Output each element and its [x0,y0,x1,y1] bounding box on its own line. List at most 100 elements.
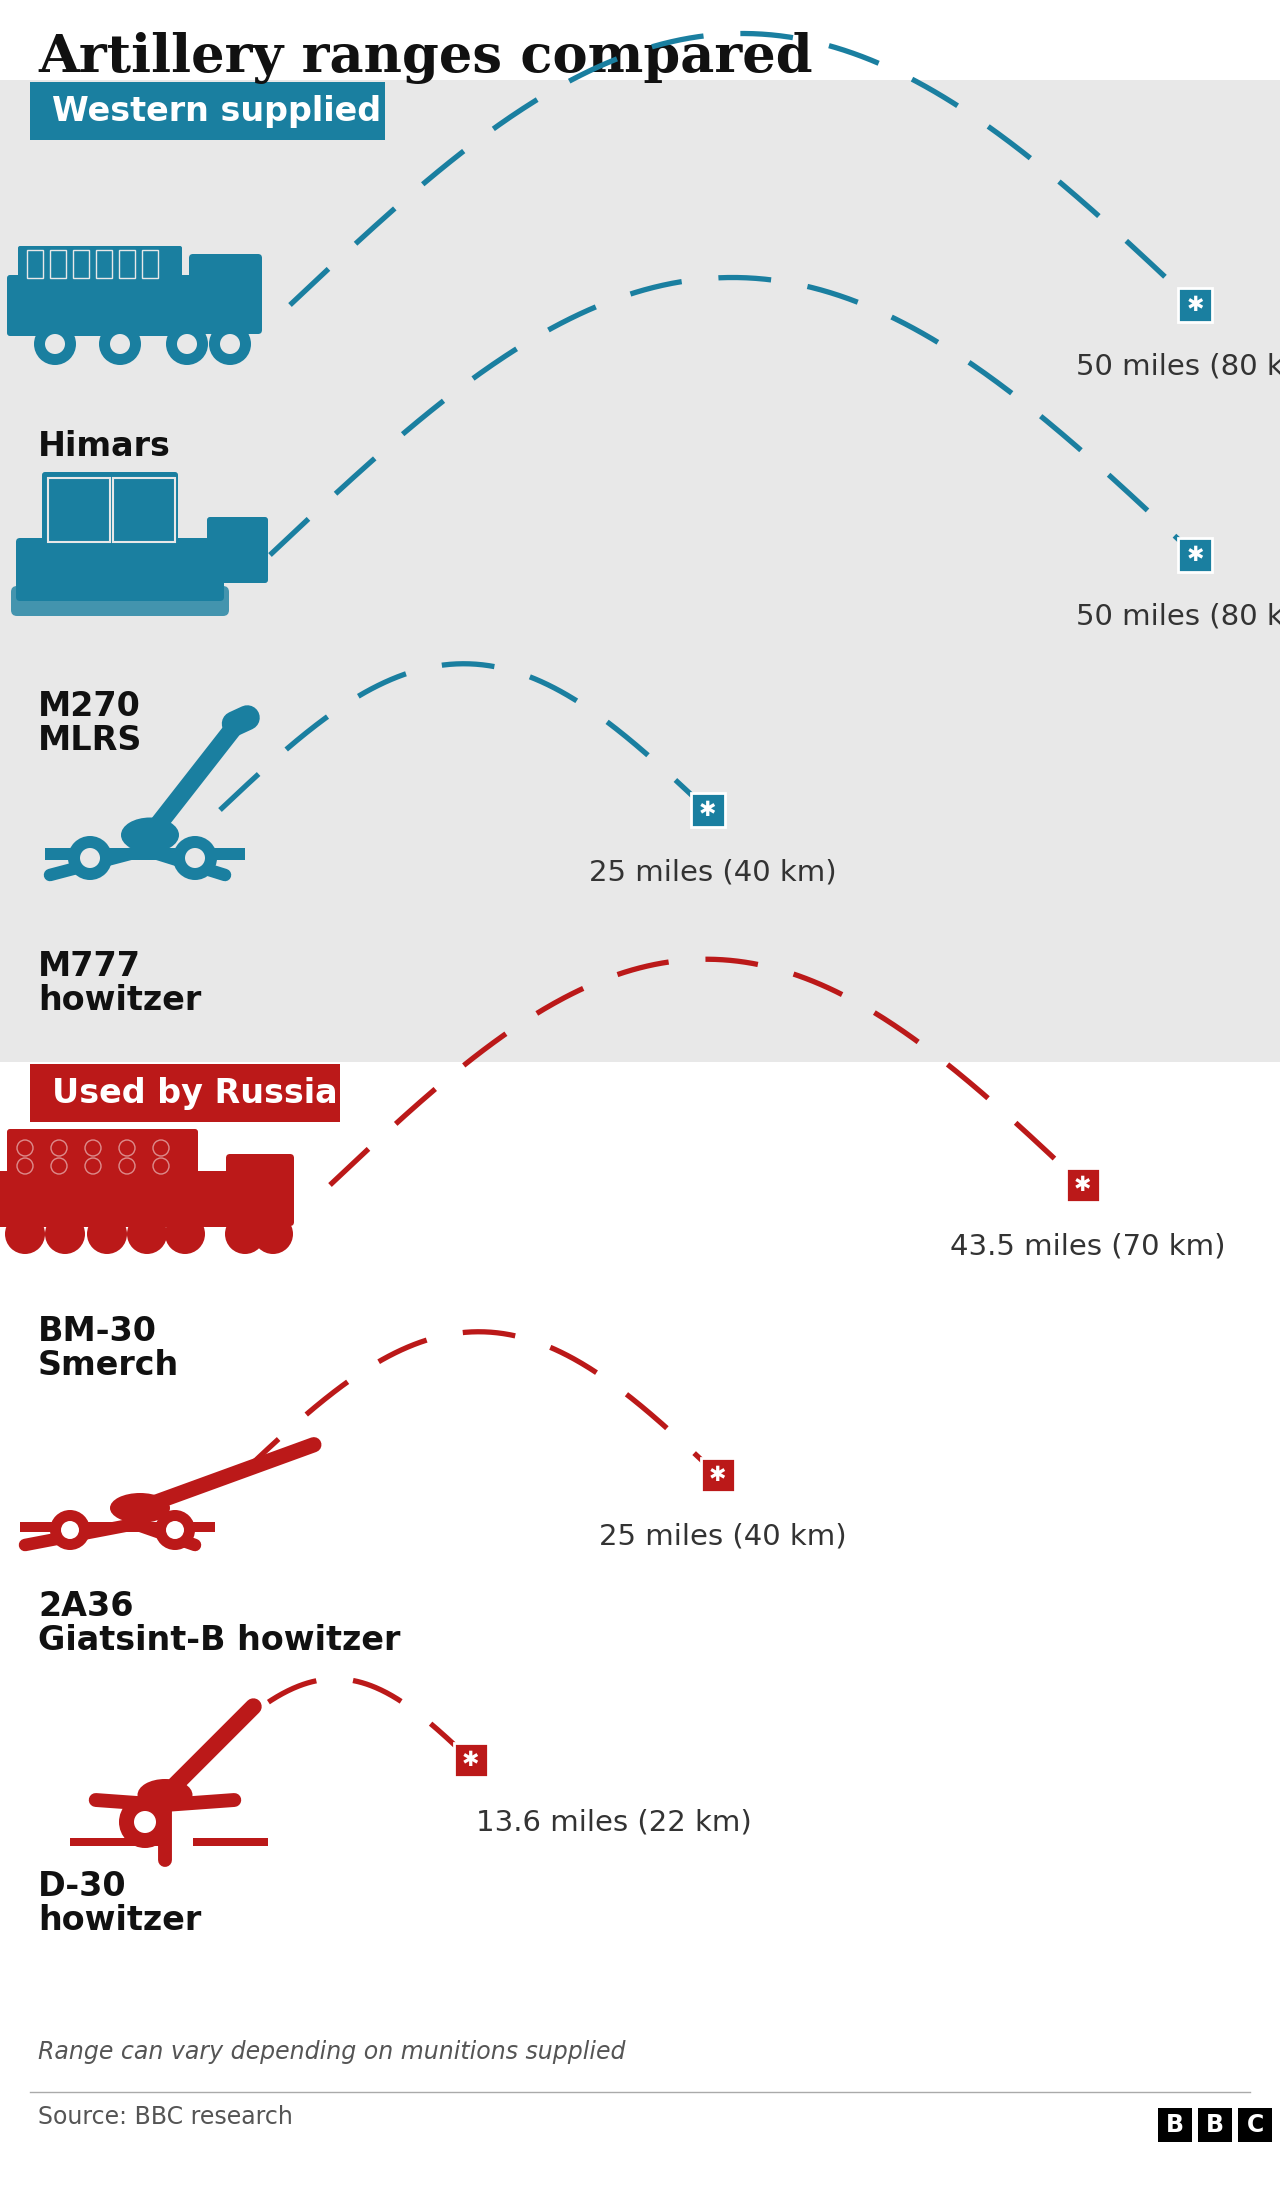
Text: MLRS: MLRS [38,724,142,757]
Text: M777: M777 [38,950,141,982]
Circle shape [177,335,197,354]
Text: C: C [1247,2114,1263,2138]
Circle shape [225,1214,265,1254]
Text: ✱: ✱ [709,1466,726,1486]
Text: Used by Russia: Used by Russia [52,1076,338,1109]
FancyBboxPatch shape [113,477,175,543]
Circle shape [51,1157,67,1175]
Text: Source: BBC research: Source: BBC research [38,2105,293,2129]
Text: B: B [1166,2114,1184,2138]
Circle shape [51,1140,67,1155]
FancyBboxPatch shape [453,1744,488,1777]
Circle shape [134,1812,156,1834]
Bar [0,142,1280,1061]
Text: B: B [1206,2114,1224,2138]
FancyBboxPatch shape [0,1171,250,1227]
Text: 2A36: 2A36 [38,1591,133,1623]
Text: ✱: ✱ [462,1750,480,1770]
Circle shape [17,1157,33,1175]
Text: Smerch: Smerch [38,1350,179,1383]
FancyBboxPatch shape [42,473,178,547]
FancyBboxPatch shape [227,1153,294,1225]
Circle shape [119,1796,172,1849]
FancyBboxPatch shape [1065,1168,1100,1201]
Bar [0,81,1280,142]
Circle shape [35,324,76,365]
Text: ✱: ✱ [699,801,717,820]
Circle shape [165,1214,205,1254]
Circle shape [50,1510,90,1549]
Bar [29,81,385,140]
FancyBboxPatch shape [15,538,224,602]
Bar [119,249,134,278]
Text: Range can vary depending on munitions supplied: Range can vary depending on munitions su… [38,2039,626,2063]
FancyBboxPatch shape [18,245,182,282]
Circle shape [127,1214,166,1254]
Ellipse shape [122,818,179,853]
Text: 50 miles (80 km): 50 miles (80 km) [1076,604,1280,630]
Circle shape [45,1214,84,1254]
Circle shape [154,1157,169,1175]
Circle shape [99,324,141,365]
Bar [73,249,90,278]
Circle shape [84,1157,101,1175]
FancyBboxPatch shape [690,792,724,827]
Text: Himars: Himars [38,431,170,464]
Circle shape [5,1214,45,1254]
Circle shape [119,1140,134,1155]
FancyBboxPatch shape [6,276,204,337]
Text: ✱: ✱ [1187,295,1203,315]
Circle shape [84,1140,101,1155]
Text: BM-30: BM-30 [38,1315,157,1348]
Bar [20,1523,215,1532]
FancyBboxPatch shape [12,586,229,617]
FancyBboxPatch shape [189,254,262,335]
Circle shape [186,849,205,869]
Circle shape [166,1521,184,1538]
Bar [142,249,157,278]
Circle shape [79,849,100,869]
Text: M270: M270 [38,689,141,722]
Bar [29,1063,340,1122]
Circle shape [220,335,241,354]
Bar [70,1838,160,1847]
Text: 50 miles (80 km): 50 miles (80 km) [1076,352,1280,381]
Circle shape [166,324,207,365]
Text: howitzer: howitzer [38,1904,201,1936]
Circle shape [61,1521,79,1538]
FancyBboxPatch shape [1178,538,1212,571]
FancyBboxPatch shape [207,516,268,582]
Bar [27,249,44,278]
Circle shape [253,1214,293,1254]
Bar [193,1838,268,1847]
Text: Artillery ranges compared: Artillery ranges compared [38,33,813,83]
Bar [50,249,67,278]
Ellipse shape [137,1779,192,1812]
Text: 13.6 miles (22 km): 13.6 miles (22 km) [476,1807,751,1836]
Circle shape [110,335,131,354]
Circle shape [68,836,113,880]
Bar [45,849,244,860]
Bar [96,249,113,278]
Text: D-30: D-30 [38,1871,127,1904]
Circle shape [154,1140,169,1155]
Circle shape [45,335,65,354]
Text: 25 miles (40 km): 25 miles (40 km) [589,858,836,886]
Text: 25 miles (40 km): 25 miles (40 km) [599,1523,846,1551]
Ellipse shape [110,1492,170,1523]
FancyBboxPatch shape [49,477,110,543]
Text: 43.5 miles (70 km): 43.5 miles (70 km) [950,1234,1225,1260]
Bar [1238,2107,1272,2142]
FancyBboxPatch shape [700,1457,735,1492]
Bar [1158,2107,1192,2142]
Circle shape [17,1140,33,1155]
Circle shape [155,1510,195,1549]
Circle shape [119,1157,134,1175]
Circle shape [173,836,218,880]
Text: ✱: ✱ [1187,545,1203,565]
Text: howitzer: howitzer [38,985,201,1017]
Circle shape [209,324,251,365]
FancyBboxPatch shape [6,1129,198,1179]
FancyBboxPatch shape [1178,289,1212,322]
Circle shape [87,1214,127,1254]
